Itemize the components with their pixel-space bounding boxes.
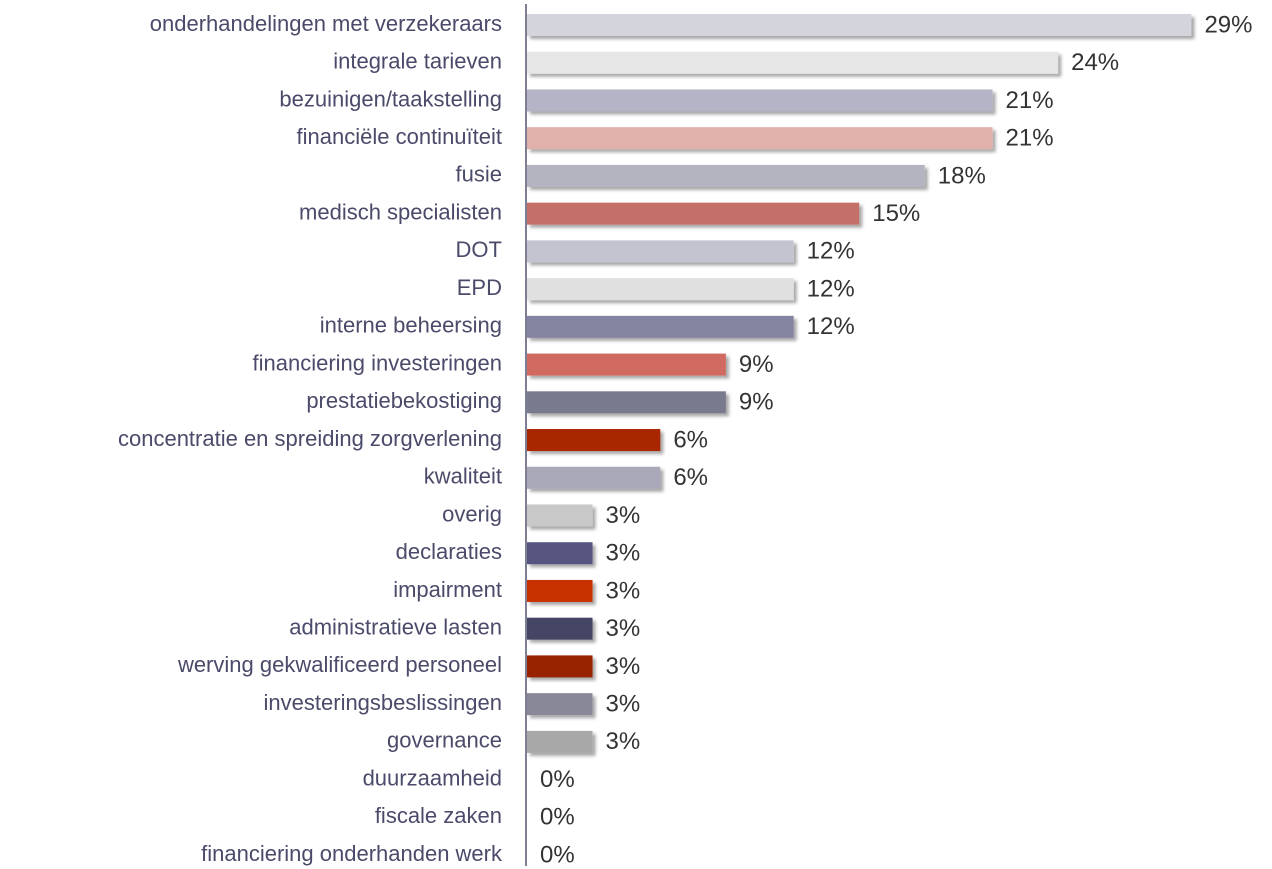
bar <box>527 202 860 225</box>
value-label: 6% <box>673 426 708 453</box>
bar <box>527 164 925 187</box>
category-label: DOT <box>456 237 502 262</box>
value-label: 3% <box>606 577 641 604</box>
value-label: 0% <box>540 766 575 793</box>
category-label: fusie <box>456 162 502 187</box>
category-label: overig <box>442 501 502 526</box>
bar <box>527 730 593 753</box>
bar <box>527 655 593 678</box>
category-label: financiële continuïteit <box>297 124 502 149</box>
category-label: onderhandelingen met verzekeraars <box>150 11 502 36</box>
category-label: interne beheersing <box>320 313 502 338</box>
value-label: 24% <box>1071 49 1119 76</box>
value-label: 3% <box>606 615 641 642</box>
value-label: 29% <box>1204 11 1252 38</box>
value-label: 3% <box>606 502 641 529</box>
value-label: 3% <box>606 540 641 567</box>
category-label: administratieve lasten <box>289 614 502 639</box>
category-label: werving gekwalificeerd personeel <box>177 652 502 677</box>
category-label: financiering investeringen <box>253 350 503 375</box>
category-label: investeringsbeslissingen <box>264 690 502 715</box>
value-label: 15% <box>872 200 920 227</box>
bar <box>527 127 993 150</box>
value-label: 6% <box>673 464 708 491</box>
value-label: 3% <box>606 690 641 717</box>
bar <box>527 315 794 338</box>
bar <box>527 391 726 414</box>
value-label: 0% <box>540 804 575 831</box>
bar <box>527 240 794 263</box>
bar <box>527 579 593 602</box>
bar <box>527 14 1192 36</box>
value-label: 0% <box>540 841 575 868</box>
category-label: declaraties <box>396 539 502 564</box>
category-label: integrale tarieven <box>333 49 502 74</box>
bar <box>527 466 661 489</box>
bar <box>527 693 593 716</box>
bar <box>527 504 593 527</box>
bar <box>527 542 593 565</box>
value-label: 18% <box>938 162 986 189</box>
category-label: impairment <box>393 577 502 602</box>
bar <box>527 278 794 301</box>
category-label: medisch specialisten <box>299 199 502 224</box>
bar <box>527 89 993 112</box>
value-label: 21% <box>1006 125 1054 152</box>
category-label: financiering onderhanden werk <box>201 841 503 866</box>
category-label: fiscale zaken <box>375 803 502 828</box>
category-label: duurzaamheid <box>363 765 502 790</box>
value-label: 9% <box>739 351 774 378</box>
category-label: concentratie en spreiding zorgverlening <box>118 426 502 451</box>
bar <box>527 429 661 452</box>
category-label: prestatiebekostiging <box>306 388 502 413</box>
value-label: 12% <box>807 313 855 340</box>
value-label: 12% <box>807 238 855 265</box>
category-label: bezuinigen/taakstelling <box>279 86 502 111</box>
value-label: 3% <box>606 653 641 680</box>
bar <box>527 617 593 640</box>
value-label: 9% <box>739 389 774 416</box>
category-label: governance <box>387 728 502 753</box>
bar <box>527 353 726 376</box>
value-label: 3% <box>606 728 641 755</box>
category-label: EPD <box>457 275 502 300</box>
value-label: 21% <box>1006 87 1054 114</box>
category-label: kwaliteit <box>424 464 502 489</box>
bar <box>527 51 1059 74</box>
value-label: 12% <box>807 275 855 302</box>
